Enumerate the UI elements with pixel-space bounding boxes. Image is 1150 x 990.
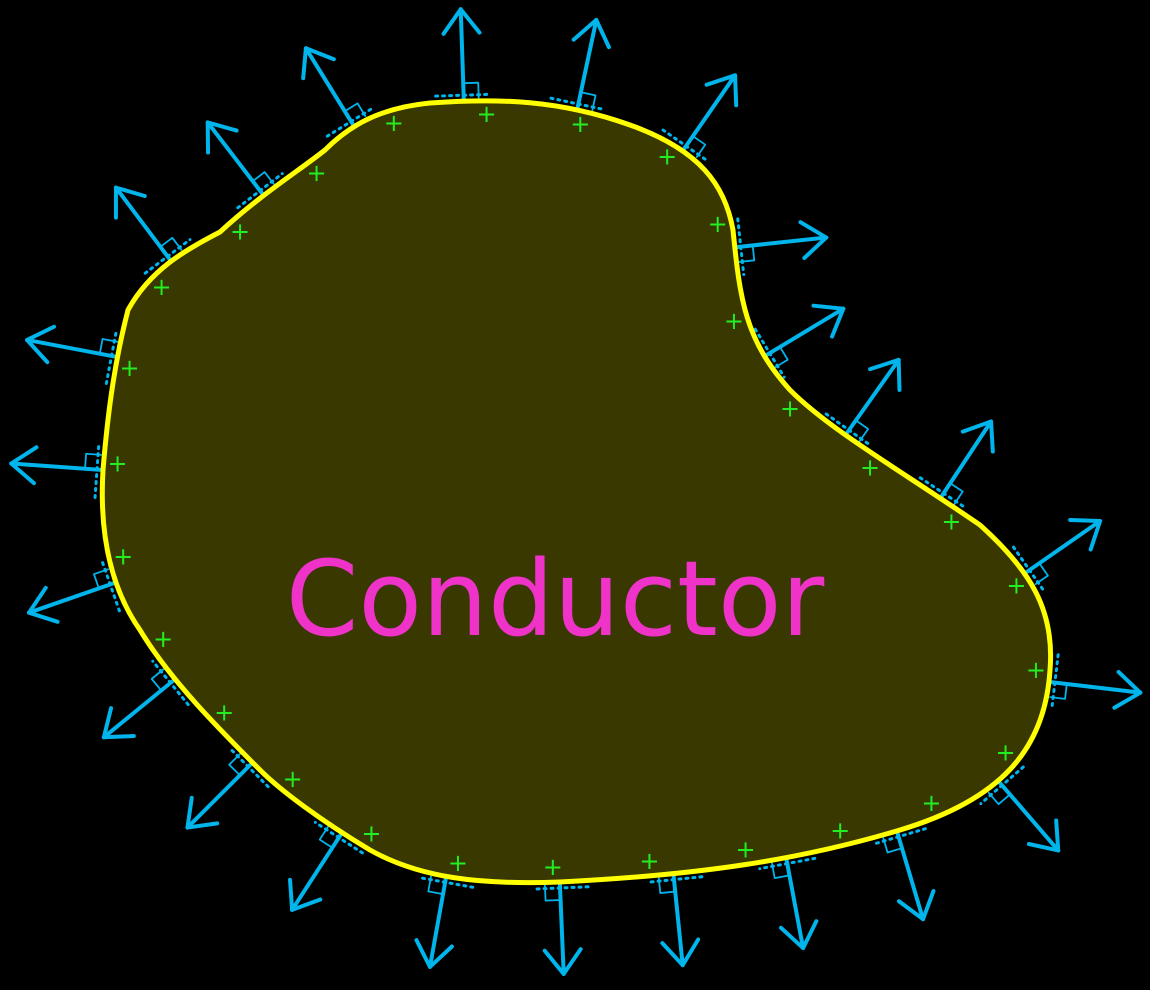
field-arrow [549, 17, 611, 112]
field-arrow [205, 120, 284, 210]
field-arrow [414, 875, 475, 969]
positive-charge: + [941, 508, 961, 536]
positive-charge: + [283, 765, 303, 793]
field-arrow [644, 873, 704, 968]
positive-charge: + [230, 218, 250, 246]
positive-charge: + [830, 817, 850, 845]
field-arrow [26, 556, 121, 624]
positive-charge: + [657, 143, 677, 171]
field-arrow [25, 324, 119, 385]
field-arrow [288, 820, 364, 912]
positive-charge: + [152, 273, 172, 301]
field-arrow [979, 765, 1061, 853]
electric-field-arrows [9, 7, 1143, 976]
positive-charge: + [384, 109, 404, 137]
field-arrow [301, 46, 377, 138]
field-arrow [753, 303, 846, 379]
positive-charge: + [724, 307, 744, 335]
positive-charge: + [921, 789, 941, 817]
field-arrow [734, 217, 829, 277]
field-arrow [661, 73, 739, 164]
conductor-label: Conductor [286, 538, 825, 660]
field-arrow [185, 745, 270, 830]
positive-charge: + [306, 159, 326, 187]
positive-charge: + [860, 454, 880, 482]
positive-charge: + [477, 100, 497, 128]
positive-charge: + [995, 738, 1015, 766]
field-arrow [870, 827, 936, 922]
positive-charge: + [1026, 656, 1046, 684]
field-arrow [1011, 517, 1103, 595]
positive-charge: + [1006, 572, 1026, 600]
field-arrow [434, 7, 494, 102]
positive-charge: + [543, 853, 563, 881]
field-arrow [758, 856, 819, 951]
field-arrow [824, 357, 902, 448]
positive-charge: + [780, 394, 800, 422]
positive-charge: + [107, 450, 127, 478]
field-arrow [1048, 653, 1143, 712]
positive-charge: + [570, 110, 590, 138]
positive-charge: + [113, 542, 133, 570]
surface-charges: + + + + + + + + + + + + + + + + + + + + + + + + + + + + [107, 100, 1046, 881]
positive-charge: + [153, 625, 173, 653]
positive-charge: + [639, 847, 659, 875]
field-arrow [918, 419, 995, 511]
field-arrow [101, 659, 190, 740]
field-arrow [113, 185, 192, 275]
positive-charge: + [448, 849, 468, 877]
positive-charge: + [214, 698, 234, 726]
positive-charge: + [735, 835, 755, 863]
positive-charge: + [361, 820, 381, 848]
field-arrow [530, 882, 590, 976]
positive-charge: + [708, 210, 728, 238]
positive-charge: + [119, 354, 139, 382]
conductor-body [99, 98, 1054, 886]
field-arrow [9, 440, 104, 500]
